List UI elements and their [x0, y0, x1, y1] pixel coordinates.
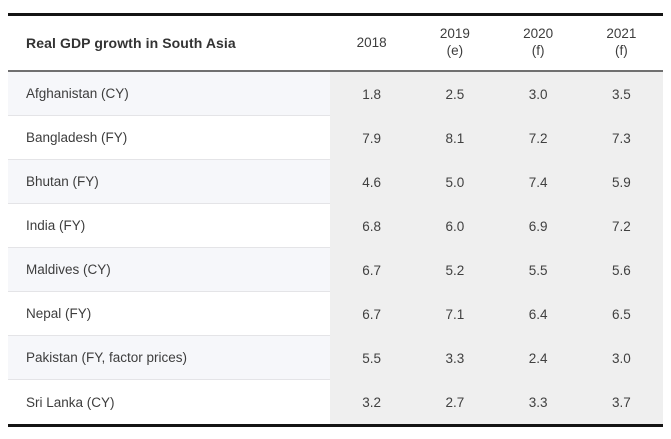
- country-cell: Sri Lanka (CY): [8, 380, 330, 424]
- value-cell: 7.2: [496, 116, 580, 160]
- value-cell: 3.3: [496, 380, 580, 424]
- value-cell: 5.2: [413, 248, 497, 292]
- value-cell: 3.3: [413, 336, 497, 380]
- value-cell: 5.5: [496, 248, 580, 292]
- table-title: Real GDP growth in South Asia: [8, 35, 330, 51]
- table-row-bhutan: Bhutan (FY) 4.6 5.0 7.4 5.9: [8, 160, 663, 204]
- value-cell: 6.7: [330, 248, 414, 292]
- value-cell: 7.1: [413, 292, 497, 336]
- value-cell: 1.8: [330, 72, 414, 116]
- value-cell: 2.4: [496, 336, 580, 380]
- table-row-sri-lanka: Sri Lanka (CY) 3.2 2.7 3.3 3.7: [8, 380, 663, 424]
- value-cell: 6.8: [330, 204, 414, 248]
- value-cell: 7.9: [330, 116, 414, 160]
- column-header-note: (f): [615, 43, 628, 58]
- country-cell: Afghanistan (CY): [8, 72, 330, 116]
- column-header-2019: 2019 (e): [413, 26, 496, 60]
- value-cell: 3.0: [579, 336, 663, 380]
- value-cell: 5.5: [330, 336, 414, 380]
- value-cell: 7.4: [496, 160, 580, 204]
- column-header-note: (e): [446, 43, 464, 58]
- table-row-bangladesh: Bangladesh (FY) 7.9 8.1 7.2 7.3: [8, 116, 663, 160]
- column-header-year: 2021: [606, 26, 637, 42]
- value-cell: 6.7: [330, 292, 414, 336]
- table-title-text: Real GDP growth in South Asia: [26, 35, 236, 51]
- value-cell: 6.9: [496, 204, 580, 248]
- value-cell: 3.2: [330, 380, 414, 424]
- column-header-note: (f): [531, 43, 545, 58]
- value-cell: 2.5: [413, 72, 497, 116]
- value-cell: 2.7: [413, 380, 497, 424]
- table-row-pakistan: Pakistan (FY, factor prices) 5.5 3.3 2.4…: [8, 336, 663, 380]
- value-cell: 5.0: [413, 160, 497, 204]
- table-row-nepal: Nepal (FY) 6.7 7.1 6.4 6.5: [8, 292, 663, 336]
- column-header-2020: 2020 (f): [497, 26, 580, 60]
- value-cell: 3.7: [579, 380, 663, 424]
- country-cell: India (FY): [8, 204, 330, 248]
- value-cell: 6.5: [579, 292, 663, 336]
- country-cell: Maldives (CY): [8, 248, 330, 292]
- table-header-row: Real GDP growth in South Asia 2018 2019 …: [8, 16, 663, 72]
- column-header-year: 2020: [523, 26, 554, 42]
- column-header-year: 2018: [356, 34, 387, 50]
- value-cell: 6.4: [496, 292, 580, 336]
- country-cell: Bhutan (FY): [8, 160, 330, 204]
- country-cell: Pakistan (FY, factor prices): [8, 336, 330, 380]
- value-cell: 8.1: [413, 116, 497, 160]
- value-cell: 5.6: [579, 248, 663, 292]
- value-cell: 5.9: [579, 160, 663, 204]
- country-cell: Bangladesh (FY): [8, 116, 330, 160]
- value-cell: 4.6: [330, 160, 414, 204]
- value-cell: 7.2: [579, 204, 663, 248]
- column-header-year: 2019: [439, 26, 470, 42]
- value-cell: 3.0: [496, 72, 580, 116]
- value-cell: 3.5: [579, 72, 663, 116]
- table-row-india: India (FY) 6.8 6.0 6.9 7.2: [8, 204, 663, 248]
- value-cell: 7.3: [579, 116, 663, 160]
- gdp-growth-table: Real GDP growth in South Asia 2018 2019 …: [8, 13, 663, 427]
- column-header-2018: 2018: [330, 35, 413, 52]
- table-row-afghanistan: Afghanistan (CY) 1.8 2.5 3.0 3.5: [8, 72, 663, 116]
- column-header-2021: 2021 (f): [580, 26, 663, 60]
- value-cell: 6.0: [413, 204, 497, 248]
- table-row-maldives: Maldives (CY) 6.7 5.2 5.5 5.6: [8, 248, 663, 292]
- country-cell: Nepal (FY): [8, 292, 330, 336]
